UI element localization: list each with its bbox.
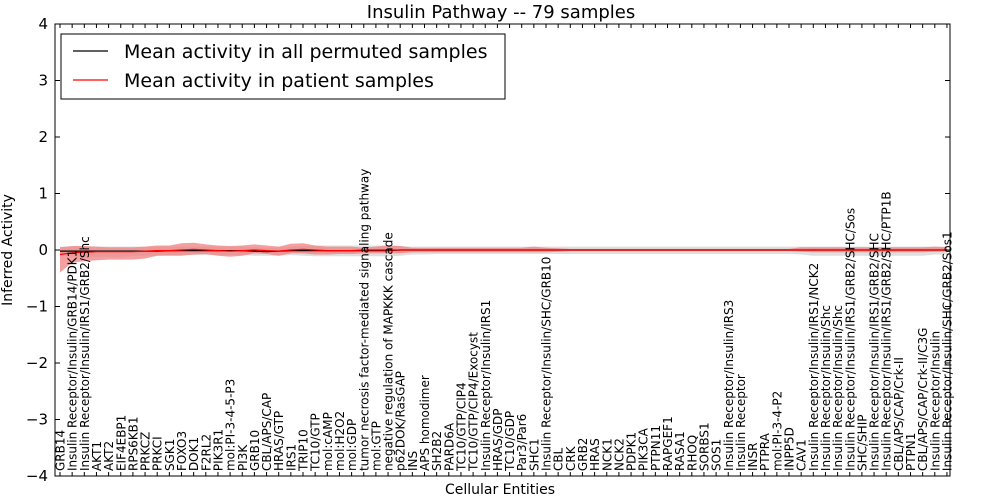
y-tick-label: 0 bbox=[38, 241, 48, 259]
x-tick-label: Insulin Receptor bbox=[734, 374, 748, 471]
series-line-patient bbox=[59, 248, 947, 256]
x-tick-label: Insulin Receptor/Insulin/IRS1/GRB2/SHC/S… bbox=[843, 208, 857, 471]
series-lines bbox=[59, 248, 947, 256]
legend-box bbox=[60, 33, 506, 100]
x-tick-label: HRAS/GDP bbox=[491, 408, 505, 471]
x-tick-label: INS bbox=[406, 451, 420, 471]
legend: Mean activity in all permuted samples Me… bbox=[60, 33, 506, 100]
x-tick-label: PDPK1 bbox=[625, 432, 639, 471]
x-tick-label: APS homodimer bbox=[418, 375, 432, 471]
x-tick-label: CBL/APS/CAP bbox=[260, 393, 274, 471]
x-tick-label: INSR bbox=[746, 443, 760, 471]
plot-frame bbox=[54, 23, 951, 477]
x-tick-label: HRAS bbox=[588, 438, 602, 471]
x-tick-label: mol:PI-3-4-P2 bbox=[770, 391, 784, 471]
x-tick-label: TC10/GTP bbox=[309, 413, 323, 472]
x-tick-label: RASA1 bbox=[673, 431, 687, 471]
x-tick-label: Insulin Receptor/Insulin/IRS1/GRB2/Shc bbox=[78, 236, 92, 471]
x-tick-label: PIK3R1 bbox=[212, 429, 226, 471]
x-tick-label: PRKCZ bbox=[139, 432, 153, 471]
x-tick-label: IRS1 bbox=[284, 444, 298, 471]
y-tick-label: 1 bbox=[38, 185, 48, 203]
x-tick-label: F2RL2 bbox=[199, 434, 213, 471]
x-tick-label: GRB14 bbox=[54, 430, 68, 471]
x-tick-label: CBL/APS/CAP/Crk-II bbox=[892, 357, 906, 471]
x-tick-label: RAPGEF1 bbox=[661, 416, 675, 471]
x-tick-label: Insulin Receptor/Insulin/IRS1/NCK2 bbox=[807, 263, 821, 471]
x-tick-label: PI3K bbox=[236, 444, 250, 471]
x-tick-label: INPP5D bbox=[783, 427, 797, 471]
x-tick-label: Insulin Receptor/Insulin/SHC/GRB2/Sos1 bbox=[941, 231, 955, 471]
y-tick-label: −4 bbox=[26, 467, 48, 485]
x-tick-label: RHOQ bbox=[685, 435, 699, 471]
y-tick-label: 4 bbox=[38, 15, 48, 33]
x-tick-label: SHC/SHIP bbox=[855, 415, 869, 471]
y-axis-label: Inferred Activity bbox=[0, 194, 16, 306]
x-tick-label: mol:GTP bbox=[369, 421, 383, 471]
x-tick-label: mol:cAMP bbox=[321, 412, 335, 471]
x-tick-label: GRB2 bbox=[576, 438, 590, 472]
x-tick-label: TC10/GTP/CIP4 bbox=[454, 382, 468, 472]
x-tick-label: AKT1 bbox=[90, 441, 104, 471]
x-tick-label: SORBS1 bbox=[698, 422, 712, 471]
x-tick-label: mol:PI-3-4-5-P3 bbox=[224, 379, 238, 471]
x-tick-label: SHC1 bbox=[527, 438, 541, 471]
x-tick-label: GRB10 bbox=[248, 430, 262, 471]
x-tick-label: mol:H2O2 bbox=[333, 411, 347, 471]
x-tick-label: p62DOK/RasGAP bbox=[394, 371, 408, 471]
y-tick-label: 2 bbox=[38, 128, 48, 146]
x-tick-label: Insulin Receptor/Insulin/IRS1/GRB2/SHC bbox=[868, 233, 882, 471]
x-tick-label: Insulin Receptor/Insulin/Shc bbox=[831, 305, 845, 471]
x-tick-label: PTPN1 bbox=[904, 433, 918, 471]
x-tick-label: mol:GDP bbox=[345, 419, 359, 471]
x-tick-label: RPS6KB1 bbox=[126, 416, 140, 471]
x-tick-label: NCK2 bbox=[612, 438, 626, 471]
x-tick-label: SH2B2 bbox=[430, 431, 444, 471]
x-tick-label: PTPRA bbox=[758, 432, 772, 471]
x-tick-label: PTPN11 bbox=[649, 425, 663, 471]
x-tick-label: CBL bbox=[552, 447, 566, 471]
y-tick-label: −2 bbox=[26, 354, 48, 372]
x-tick-label: TRIP10 bbox=[297, 429, 311, 472]
x-tick-label: SOS1 bbox=[710, 439, 724, 471]
x-tick-label: DOK1 bbox=[187, 437, 201, 471]
x-tick-label: Insulin Receptor/Insulin bbox=[928, 331, 942, 471]
x-tick-label: Insulin Receptor/Insulin/IRS3 bbox=[722, 300, 736, 471]
x-tick-label: Par3/Par6 bbox=[515, 414, 529, 471]
y-tick-label: 3 bbox=[38, 72, 48, 90]
x-tick-label: Insulin Receptor/Insulin/Shc bbox=[819, 305, 833, 471]
x-tick-label: Insulin Receptor/Insulin/GRB14/PDK1 bbox=[66, 250, 80, 471]
x-tick-label: Insulin Receptor/Insulin/IRS1 bbox=[479, 300, 493, 471]
x-tick-label: AKT2 bbox=[102, 441, 116, 471]
x-tick-label: PARD6A bbox=[442, 422, 456, 471]
legend-label-patient: Mean activity in patient samples bbox=[124, 70, 434, 92]
y-tick-label: −1 bbox=[26, 298, 48, 316]
x-tick-label: PIK3CA bbox=[637, 427, 651, 471]
x-tick-label: TC10/GTP/CIP4/Exocyst bbox=[467, 332, 481, 472]
x-tick-label: Insulin Receptor/Insulin/SHC/GRB10 bbox=[540, 257, 554, 471]
x-tick-label: PRKCI bbox=[151, 436, 165, 471]
x-tick-label: CBL/APS/CAP/Crk-II/C3G bbox=[916, 328, 930, 471]
x-axis-label: Cellular Entities bbox=[445, 482, 555, 498]
x-tick-label: EIF4EBP1 bbox=[114, 415, 128, 471]
x-tick-label: negative regulation of MAPKKK cascade bbox=[382, 232, 396, 471]
x-tick-label: NCK1 bbox=[600, 438, 614, 471]
legend-label-permuted: Mean activity in all permuted samples bbox=[124, 41, 487, 63]
x-tick-label: CRK bbox=[564, 445, 578, 471]
y-tick-label: −3 bbox=[26, 411, 48, 429]
chart-title: Insulin Pathway -- 79 samples bbox=[367, 2, 635, 23]
x-tick-label: SGK1 bbox=[163, 439, 177, 471]
x-tick-label: HRAS/GTP bbox=[272, 411, 286, 471]
y-axis-ticks: −4 −3 −2 −1 0 1 2 3 4 bbox=[26, 15, 950, 485]
x-tick-label: tumor necrosis factor-mediated signaling… bbox=[357, 169, 371, 471]
x-tick-label: CAV1 bbox=[795, 439, 809, 471]
x-tick-label: TC10/GDP bbox=[503, 411, 517, 472]
x-tick-label: FOXO3 bbox=[175, 431, 189, 471]
x-tick-label: Insulin Receptor/Insulin/IRS1/GRB2/SHC/P… bbox=[880, 191, 894, 471]
